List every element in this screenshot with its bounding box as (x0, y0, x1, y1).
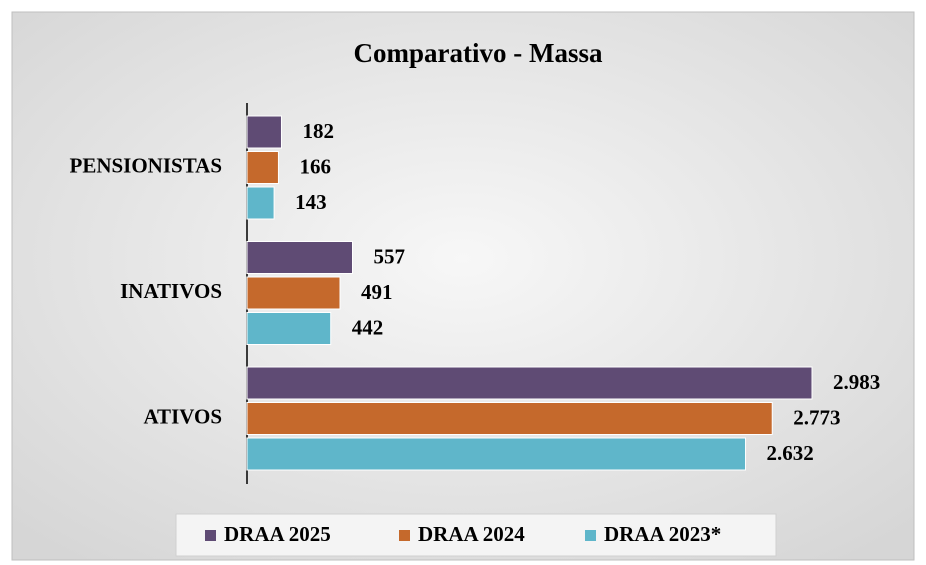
bar (246, 402, 773, 435)
category-label: INATIVOS (120, 279, 222, 303)
value-label: 442 (352, 315, 384, 339)
bar (246, 276, 341, 310)
value-label: 2.983 (833, 370, 880, 394)
legend-box (175, 513, 777, 557)
category-label: PENSIONISTAS (70, 153, 223, 177)
bar (246, 115, 282, 149)
category-label: ATIVOS (143, 404, 222, 428)
chart-title: Comparativo - Massa (354, 38, 603, 68)
value-label: 557 (373, 244, 405, 268)
legend-swatch (399, 530, 410, 541)
value-label: 491 (361, 280, 393, 304)
value-label: 182 (302, 119, 334, 143)
value-label: 2.632 (767, 441, 814, 465)
value-label: 166 (299, 154, 331, 178)
legend-label: DRAA 2024 (418, 522, 525, 546)
legend-swatch (205, 530, 216, 541)
legend-label: DRAA 2023* (604, 522, 721, 546)
bar (246, 186, 275, 220)
bar (246, 312, 332, 345)
value-label: 2.773 (793, 405, 840, 429)
bar (246, 241, 353, 274)
bar (246, 437, 747, 471)
bar (246, 151, 279, 184)
value-label: 143 (295, 190, 327, 214)
bar (246, 366, 813, 400)
legend-swatch (585, 530, 596, 541)
legend-label: DRAA 2025 (224, 522, 331, 546)
